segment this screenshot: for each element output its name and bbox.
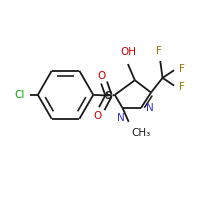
Text: Cl: Cl xyxy=(14,90,25,100)
Text: O: O xyxy=(98,71,106,81)
Text: CH₃: CH₃ xyxy=(131,128,150,138)
Text: F: F xyxy=(180,64,185,74)
Text: N: N xyxy=(117,113,125,123)
Text: S: S xyxy=(105,91,113,101)
Text: F: F xyxy=(156,46,162,56)
Text: OH: OH xyxy=(120,47,136,57)
Text: N: N xyxy=(146,103,153,113)
Text: F: F xyxy=(180,82,185,92)
Text: O: O xyxy=(94,111,102,121)
